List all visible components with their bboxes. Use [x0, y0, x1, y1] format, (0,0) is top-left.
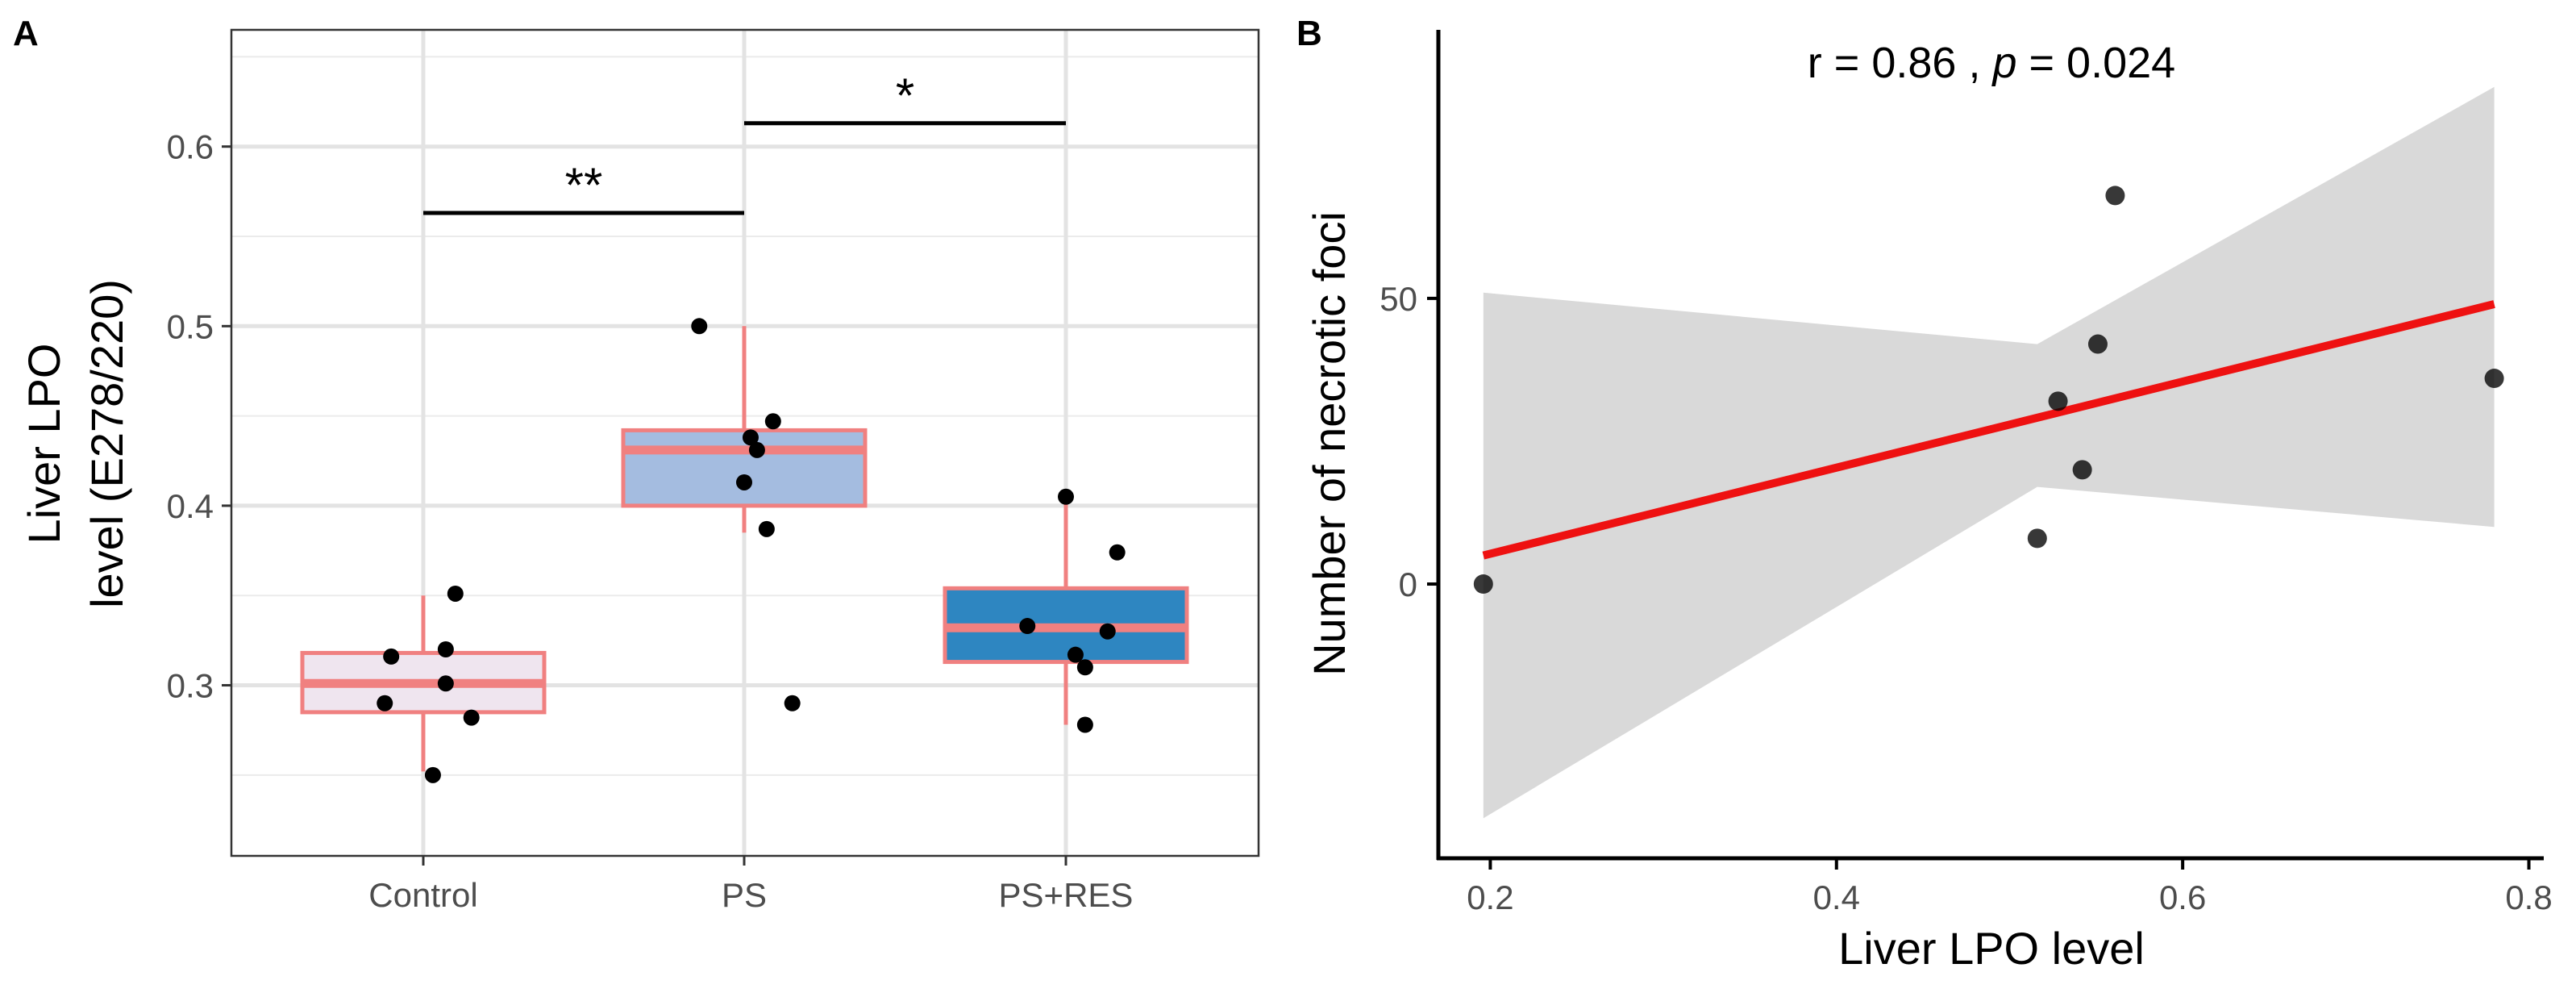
point-ps-4: [758, 520, 775, 537]
p-equals: =: [2017, 39, 2067, 87]
point-ps-res-6: [1109, 544, 1126, 561]
panel-a-ylabel-line1: Liver LPO: [19, 344, 69, 544]
point-control-6: [463, 709, 480, 726]
point-ps-2: [742, 429, 759, 446]
point-ps-5: [764, 413, 781, 430]
point-ps-res-2: [1067, 646, 1084, 663]
scatter-point-1: [2027, 528, 2047, 549]
point-ps-1: [736, 474, 752, 490]
panel-b-y-axis: 0 50: [1380, 280, 1438, 603]
scatter-point-0: [1473, 574, 1493, 595]
point-ps-3: [748, 441, 765, 458]
point-ps-res-1: [1058, 488, 1074, 505]
panel-a-boxes: [300, 326, 1189, 772]
panel-a-ylabel-line2: level (E278/220): [81, 279, 132, 608]
panel-b-correlation-annotation: r = 0.86 , p = 0.024: [1808, 39, 2175, 87]
annotation-separator: ,: [1956, 39, 1992, 87]
x-tick-label-a-0: Control: [368, 876, 477, 914]
y-tick-label-a-1: 0.4: [167, 487, 214, 525]
panel-b-regression-line: [1482, 300, 2495, 560]
y-tick-label-a-3: 0.6: [167, 128, 214, 166]
point-control-3: [437, 675, 454, 692]
panel-a: A *** 0.30.40.50.6 Control PS PS+RES Liver…: [13, 14, 1260, 914]
p-value: 0.024: [2066, 39, 2175, 87]
panel-a-letter: A: [13, 14, 39, 53]
point-control-0: [377, 695, 393, 711]
scatter-point-5: [2105, 186, 2125, 206]
x-tick-label-b-3: 0.8: [2505, 878, 2552, 916]
x-tick-label-a-1: PS: [722, 876, 767, 914]
panel-a-x-axis: Control PS PS+RES: [368, 856, 1133, 914]
r-equals: =: [1822, 39, 1872, 87]
point-control-5: [447, 585, 464, 602]
panel-b-ylabel: Number of necrotic foci: [1304, 211, 1355, 676]
point-ps-6: [784, 695, 801, 711]
panel-b-xlabel: Liver LPO level: [1838, 923, 2145, 974]
point-control-4: [437, 641, 454, 657]
x-tick-label-b-2: 0.6: [2159, 878, 2206, 916]
significance-label-0: **: [565, 158, 603, 212]
panel-b-confidence-band: [1483, 86, 2495, 819]
scatter-point-3: [2072, 460, 2092, 480]
y-tick-label-a-2: 0.5: [167, 307, 214, 345]
panel-a-points: [377, 318, 1126, 783]
box-ps: [621, 428, 868, 508]
scatter-point-4: [2087, 334, 2108, 354]
point-ps-res-3: [1076, 659, 1093, 676]
panel-b-x-axis: 0.2 0.4 0.6 0.8: [1467, 858, 2553, 916]
panel-a-y-axis: 0.3 0.4 0.5 0.6: [167, 128, 231, 705]
panel-a-significance-brackets: ***: [423, 69, 1066, 215]
point-ps-res-4: [1076, 716, 1093, 733]
point-ps-res-5: [1099, 623, 1116, 640]
x-tick-label-a-2: PS+RES: [999, 876, 1134, 914]
y-tick-label-b-0: 0: [1399, 565, 1417, 603]
panel-b: B 0 50 0.2 0.4 0.6 0.8 Liver LPO level Numbe…: [1296, 14, 2553, 974]
r-label: r: [1808, 39, 1822, 87]
scatter-point-2: [2048, 391, 2068, 411]
point-control-2: [424, 766, 441, 783]
scatter-point-6: [2484, 369, 2504, 389]
p-label: p: [1991, 39, 2016, 87]
r-value: 0.86: [1871, 39, 1956, 87]
point-ps-res-0: [1019, 618, 1036, 635]
point-control-1: [383, 648, 400, 665]
x-tick-label-b-1: 0.4: [1813, 878, 1860, 916]
x-tick-label-b-0: 0.2: [1467, 878, 1513, 916]
y-tick-label-b-1: 50: [1380, 280, 1417, 318]
significance-label-1: *: [896, 69, 914, 123]
panel-b-letter: B: [1296, 14, 1322, 53]
y-tick-label-a-0: 0.3: [167, 667, 214, 705]
point-ps-0: [691, 318, 708, 335]
panel-b-points: [1473, 186, 2504, 595]
